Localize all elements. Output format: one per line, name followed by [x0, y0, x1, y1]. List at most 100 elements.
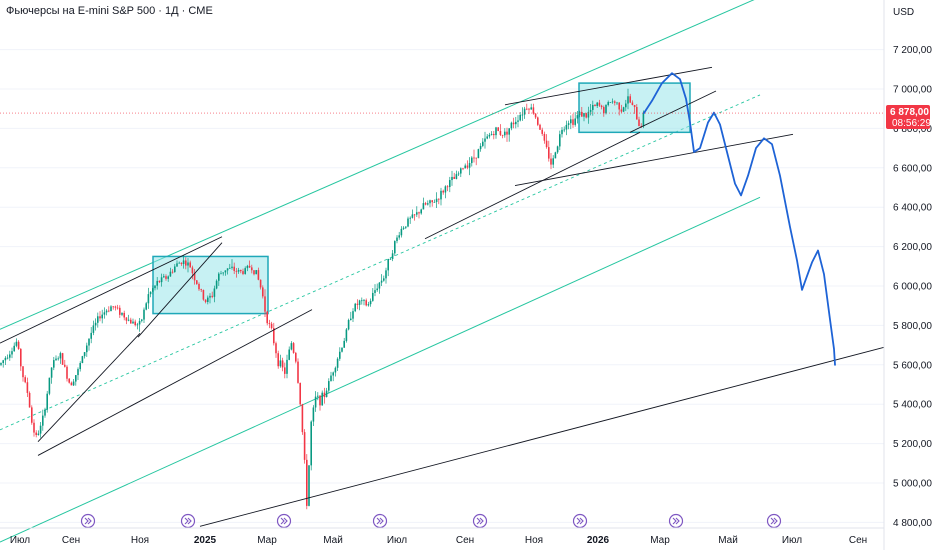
trend-2024-low-short[interactable] — [37, 332, 141, 442]
candle — [523, 106, 526, 119]
event-marker-icon[interactable] — [276, 513, 292, 529]
candle — [152, 285, 154, 295]
channel-upper[interactable] — [0, 0, 757, 330]
candle — [416, 206, 418, 217]
event-marker-icon[interactable] — [668, 513, 684, 529]
trend-2024-top[interactable] — [0, 236, 223, 344]
projection-path[interactable] — [643, 72, 836, 366]
candle — [246, 264, 249, 272]
x-tick-label: Ноя — [131, 535, 149, 546]
candle — [519, 112, 521, 122]
range-box-2025[interactable] — [152, 255, 269, 315]
candle — [581, 106, 583, 117]
candle — [61, 352, 64, 365]
candle — [64, 359, 66, 368]
candle — [614, 100, 616, 106]
candle — [301, 403, 304, 435]
candle — [286, 354, 288, 379]
y-tick-label: 5 200,00 — [893, 439, 932, 450]
candle — [574, 112, 576, 127]
candle — [46, 390, 48, 413]
candle — [429, 199, 431, 208]
channel-lower[interactable] — [0, 196, 761, 543]
candle — [180, 262, 183, 266]
candle — [44, 407, 46, 418]
candle — [178, 261, 180, 264]
candle — [352, 308, 354, 322]
candle — [328, 378, 330, 394]
candle — [541, 127, 543, 136]
candle — [512, 117, 515, 129]
candle — [376, 283, 378, 292]
trend-2024-rise[interactable] — [137, 242, 223, 338]
event-marker-icon[interactable] — [372, 513, 388, 529]
candle — [486, 133, 488, 140]
candle — [405, 226, 407, 230]
candle — [583, 112, 585, 122]
candle — [204, 299, 207, 304]
candle — [554, 151, 557, 159]
currency-label[interactable]: USD — [893, 7, 914, 18]
candle — [482, 138, 484, 148]
trend-2025-support[interactable] — [424, 131, 641, 240]
candle — [537, 116, 539, 127]
candle — [288, 346, 290, 361]
candle — [6, 354, 9, 360]
candle — [607, 100, 609, 107]
candle — [119, 305, 121, 318]
candle — [66, 365, 68, 382]
candle — [334, 366, 337, 377]
event-marker-icon[interactable] — [766, 513, 782, 529]
candle — [550, 152, 552, 170]
candle — [435, 192, 438, 209]
candle — [77, 367, 79, 381]
candle — [11, 347, 13, 359]
candle — [182, 255, 185, 269]
candle — [343, 337, 345, 348]
y-tick-label: 5 000,00 — [893, 479, 932, 490]
candle — [312, 405, 315, 427]
candle — [108, 306, 110, 313]
candle — [193, 269, 196, 285]
candle — [543, 131, 546, 144]
candle — [35, 430, 37, 438]
candle — [86, 342, 88, 357]
candle — [391, 249, 394, 262]
candle — [28, 391, 31, 408]
event-marker-icon[interactable] — [472, 513, 488, 529]
candle — [31, 405, 33, 425]
candle — [552, 155, 554, 169]
x-tick-label: Май — [718, 535, 738, 546]
candle — [495, 126, 497, 139]
candle — [114, 305, 117, 311]
trend-2026-neckline[interactable] — [514, 133, 794, 186]
candle — [163, 273, 165, 278]
event-marker-icon[interactable] — [572, 513, 588, 529]
x-tick-label: Июл — [10, 535, 30, 546]
time-axis[interactable]: Июл Сен Ноя 2025 Мар Май Июл Сен Ноя 2026 Мар Май Ию… — [10, 535, 867, 546]
current-price-value: 6 878,00 — [890, 107, 929, 118]
candle — [53, 356, 55, 371]
candle — [268, 319, 271, 329]
candle — [561, 127, 563, 138]
candle — [515, 116, 517, 129]
event-marker-icon[interactable] — [180, 513, 196, 529]
trend-2026-wedge-bottom[interactable] — [629, 90, 717, 133]
channel-middle-dashed[interactable] — [0, 94, 761, 431]
candle — [427, 200, 429, 206]
event-marker-icon[interactable] — [80, 513, 96, 529]
candle — [526, 103, 528, 111]
candle — [559, 130, 561, 151]
candle — [565, 120, 568, 136]
price-axis[interactable]: 7 200,00 7 000,00 6 800,00 6 600,00 6 400,00… — [893, 45, 932, 529]
trend-2024-low[interactable] — [37, 309, 313, 456]
candle — [488, 132, 491, 139]
candle — [48, 377, 51, 396]
candle — [270, 321, 273, 330]
trend-2026-wedge-top[interactable] — [504, 66, 713, 106]
candle — [363, 298, 365, 306]
candle — [220, 270, 222, 275]
current-price-tag: 6 878,00 08:56:29 — [886, 105, 931, 130]
trend-long-base[interactable] — [199, 346, 886, 527]
